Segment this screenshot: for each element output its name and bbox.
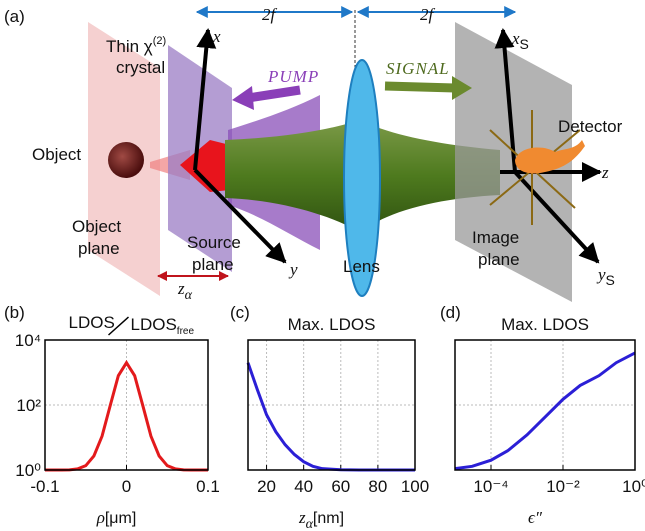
gap-label: zα	[177, 279, 193, 303]
axis-label: y	[288, 260, 298, 279]
crystal-label: Thin χ(2)	[106, 35, 166, 56]
data-line	[246, 362, 415, 472]
label-symbol: z	[298, 508, 306, 527]
lens	[343, 59, 381, 297]
signal-arrow	[384, 81, 456, 93]
axis-xs	[494, 28, 517, 173]
panel-label: (a)	[4, 7, 25, 26]
x-tick-label: 100	[401, 477, 429, 496]
plane-label: Source	[187, 233, 241, 252]
label-subscript: S	[606, 272, 615, 288]
object	[108, 142, 144, 178]
label-unit: [nm]	[313, 510, 344, 527]
title-subscript: free	[177, 326, 195, 337]
y-tick-label: 10⁰	[15, 461, 41, 480]
distance-label: 2f	[262, 5, 278, 24]
x-tick-label: 20	[257, 477, 276, 496]
object-label: Object	[32, 145, 81, 164]
x-axis-label: ϵ″	[528, 508, 543, 527]
x-axis-label: ρ[μm]	[96, 508, 137, 527]
plane-label: plane	[78, 239, 120, 258]
label-subscript: α	[185, 288, 193, 303]
plane-label: Object	[72, 217, 121, 236]
label-symbol: x	[511, 29, 520, 48]
x-tick-label: 10⁰	[622, 477, 645, 496]
axis-ys	[513, 170, 600, 264]
x-tick-label: 0	[122, 477, 131, 496]
pump-arrow	[247, 85, 301, 103]
axis-y	[193, 168, 287, 264]
x-tick-label: 0.1	[196, 477, 220, 496]
x-axis-label: zα[nm]	[298, 508, 344, 531]
x-tick-label: 80	[368, 477, 387, 496]
data-line	[454, 351, 636, 471]
label-text: Thin χ	[106, 37, 153, 56]
plane-label: plane	[478, 250, 520, 269]
axis-label: x	[212, 27, 221, 46]
detector	[515, 140, 585, 174]
panel-label: (c)	[230, 303, 250, 322]
lens-label: Lens	[343, 257, 380, 276]
panel-label: (d)	[440, 303, 461, 322]
x-tick-label: 60	[331, 477, 350, 496]
detector-label: Detector	[558, 117, 623, 136]
plot-frame	[247, 339, 416, 471]
label-symbol: ϵ″	[528, 508, 543, 527]
label-symbol: z	[177, 279, 185, 298]
axis-x	[193, 28, 217, 171]
plot-frame	[44, 339, 209, 471]
signal-arrow	[452, 76, 472, 100]
label-unit: [μm]	[105, 510, 136, 527]
axis-label: xS	[511, 29, 529, 52]
plane-label: plane	[192, 255, 234, 274]
y-tick-label: 10²	[16, 396, 41, 415]
title-denominator: LDOS	[131, 315, 177, 334]
x-tick-label: 10⁻²	[546, 477, 580, 496]
panel-label: (b)	[4, 303, 25, 322]
label-symbol: ρ	[96, 508, 105, 527]
plot-frame	[454, 339, 636, 471]
chart-title: Max. LDOS	[288, 315, 376, 334]
label-subscript: α	[306, 517, 314, 531]
axis-label: z	[601, 163, 609, 182]
crystal-label: crystal	[116, 58, 165, 77]
label-symbol: y	[596, 265, 606, 284]
chart-title: LDOSfree	[131, 315, 195, 337]
label-subscript: S	[520, 36, 529, 52]
pump-label: PUMP	[267, 67, 319, 86]
axis-label: yS	[596, 265, 615, 288]
chart-title: Max. LDOS	[501, 315, 589, 334]
x-tick-label: -0.1	[30, 477, 59, 496]
plane-label: Image	[472, 228, 519, 247]
source-spot	[180, 140, 230, 192]
x-tick-label: 40	[294, 477, 313, 496]
distance-label: 2f	[420, 5, 436, 24]
y-tick-label: 10⁴	[15, 331, 41, 350]
signal-label: SIGNAL	[386, 59, 450, 78]
chart-title: LDOS	[69, 313, 115, 332]
x-tick-label: 10⁻⁴	[473, 477, 508, 496]
fraction-bar	[107, 316, 130, 336]
label-superscript: (2)	[153, 35, 166, 47]
diagram: (a) 2f 2f x y z xS yS Thin χ(2) crystal	[4, 5, 623, 303]
pump-arrow	[232, 86, 254, 110]
